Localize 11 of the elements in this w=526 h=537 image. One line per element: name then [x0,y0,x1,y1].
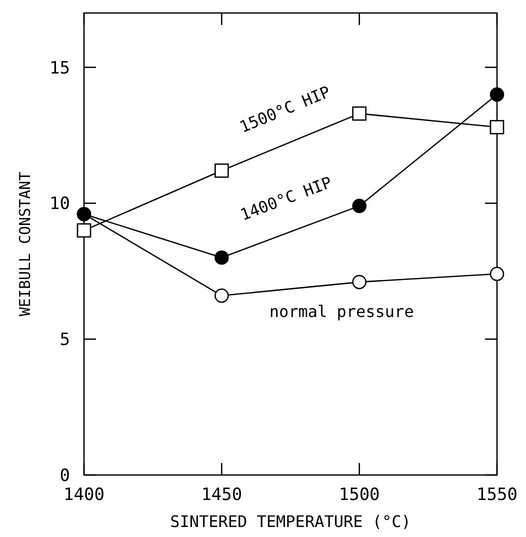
series-label: normal pressure [269,302,414,322]
y-tick-label: 5 [60,330,70,350]
x-tick-label: 1400 [64,485,104,505]
x-tick-label: 1500 [338,485,380,505]
y-tick-label: 15 [50,58,70,78]
x-axis-title: SINTERED TEMPERATURE (°C) [170,512,411,531]
x-tick-label: 1450 [201,485,242,505]
x-tick-label: 1550 [476,485,518,505]
y-axis-title: WEIBULL CONSTANT [16,172,34,316]
y-tick-label: 10 [50,194,70,214]
y-tick-label: 0 [60,466,70,486]
